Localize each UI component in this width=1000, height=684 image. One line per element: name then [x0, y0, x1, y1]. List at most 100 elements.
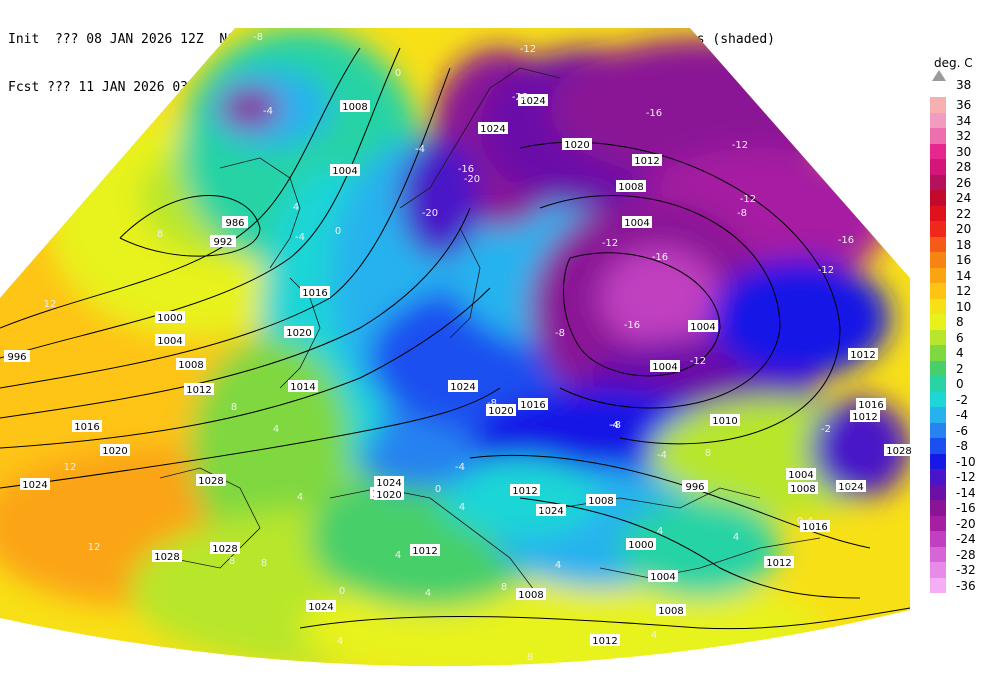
legend-entry: 28	[930, 159, 1000, 175]
legend-label: 6	[956, 330, 964, 345]
dewpoint-label: 8	[527, 652, 533, 663]
legend-label: -8	[956, 439, 968, 453]
legend-entry: 32	[930, 128, 1000, 144]
legend-entry: -28	[930, 546, 1000, 562]
legend-label: 12	[956, 284, 972, 298]
legend-top-label: 38	[956, 78, 972, 92]
dewpoint-label: 4	[425, 588, 431, 599]
dewpoint-label: 4	[651, 630, 657, 641]
isobar-label: 1020	[488, 406, 513, 417]
isobar-label: 1024	[450, 382, 475, 393]
legend-entry: 4	[930, 345, 1000, 361]
legend-label: 34	[956, 113, 972, 128]
isobar-label: 1000	[628, 540, 653, 551]
legend-swatch	[930, 469, 946, 485]
dewpoint-label: 12	[44, 299, 57, 310]
legend-swatch	[930, 360, 946, 376]
legend-swatch	[930, 128, 946, 144]
isobar-label: 1024	[308, 602, 333, 613]
legend-entry: -2	[930, 391, 1000, 407]
legend-entry: 6	[930, 329, 1000, 345]
isobars	[0, 47, 911, 630]
legend-label: 0	[956, 377, 964, 391]
legend-label: 28	[956, 160, 972, 174]
dewpoint-label: -8	[487, 398, 497, 409]
legend-entry: 8	[930, 314, 1000, 330]
dewpoint-label: -4	[609, 420, 619, 431]
legend-label: 30	[956, 144, 972, 159]
dewpoint-label: -16	[624, 320, 640, 331]
isobar-label: 1008	[178, 360, 203, 371]
isobar-label: 1020	[102, 446, 127, 457]
dewpoint-label: 8	[157, 229, 163, 240]
isobar-label: 1008	[518, 590, 543, 601]
dewpoint-label: -16	[652, 252, 668, 263]
legend-entry: -14	[930, 484, 1000, 500]
isobar-label: 1012	[592, 636, 617, 647]
isobar-label: 1004	[157, 336, 182, 347]
dewpoint-label: -4	[843, 482, 853, 493]
legend-swatch	[930, 376, 946, 392]
coastlines	[159, 67, 821, 599]
dewpoint-label: 12	[64, 462, 77, 473]
legend-entry: 10	[930, 298, 1000, 314]
legend-entry: -20	[930, 515, 1000, 531]
legend-swatch	[930, 500, 946, 516]
legend-entry: 20	[930, 221, 1000, 237]
isobar-label: 1012	[852, 412, 877, 423]
isobar-label: 1012	[766, 558, 791, 569]
dewpoint-label: -16	[458, 164, 474, 175]
legend-label: -28	[956, 547, 976, 562]
dewpoint-label: -8	[253, 32, 263, 43]
isobar-label: 1008	[618, 182, 643, 193]
legend-label: 16	[956, 253, 972, 267]
legend-label: -12	[956, 470, 976, 484]
legend-label: -36	[956, 578, 976, 593]
legend-swatch	[930, 407, 946, 423]
isobar-label: 1024	[838, 482, 863, 493]
dewpoint-label: -4	[295, 232, 305, 243]
dewpoint-label: 0	[395, 68, 401, 79]
isobar-label: 1028	[198, 476, 223, 487]
legend-entry: 24	[930, 190, 1000, 206]
legend-swatch	[930, 112, 946, 128]
legend-swatch	[930, 236, 946, 252]
legend-entry: -32	[930, 562, 1000, 578]
legend-entry: 22	[930, 205, 1000, 221]
legend-swatch	[930, 484, 946, 500]
dewpoint-map-svg: 1008 1004 1024 1020 1012 1008 1004 1004 …	[0, 28, 914, 667]
legend-swatch	[930, 562, 946, 578]
dewpoint-label: -12	[690, 356, 706, 367]
dewpoint-label: -4	[455, 462, 465, 473]
legend-label: 4	[956, 346, 964, 360]
legend-entry: -12	[930, 469, 1000, 485]
legend-entry: -8	[930, 438, 1000, 454]
isobar-label: 1012	[512, 486, 537, 497]
dewpoint-label: 0	[435, 484, 441, 495]
legend-entry: 2	[930, 360, 1000, 376]
legend-label: 10	[956, 299, 972, 314]
dewpoint-label: -28	[512, 92, 528, 103]
isobar-label: 1024	[520, 96, 545, 107]
legend-label: 32	[956, 129, 972, 143]
isobar-label: 1004	[788, 470, 813, 481]
legend-label: 20	[956, 222, 972, 236]
isobar-label: 1024	[376, 478, 401, 489]
dewpoint-label: 4	[337, 636, 343, 647]
legend-label: 18	[956, 237, 972, 252]
dewpoint-label: -8	[611, 420, 621, 431]
dewpoint-label: 4	[807, 516, 813, 527]
legend-entry: 18	[930, 236, 1000, 252]
isobar-label: 1020	[376, 490, 401, 501]
legend-entry: -10	[930, 453, 1000, 469]
legend-label: -4	[956, 408, 968, 422]
dewpoint-label: -4	[657, 450, 667, 461]
isobar-label: 1016	[858, 400, 883, 411]
legend-label: 22	[956, 206, 972, 221]
dewpoint-label: -12	[602, 238, 618, 249]
legend-swatch	[930, 205, 946, 221]
isobar-label: 1014	[290, 382, 315, 393]
legend-swatch	[930, 97, 946, 113]
isobar-label: 1004	[624, 218, 649, 229]
legend-label: -14	[956, 485, 976, 500]
